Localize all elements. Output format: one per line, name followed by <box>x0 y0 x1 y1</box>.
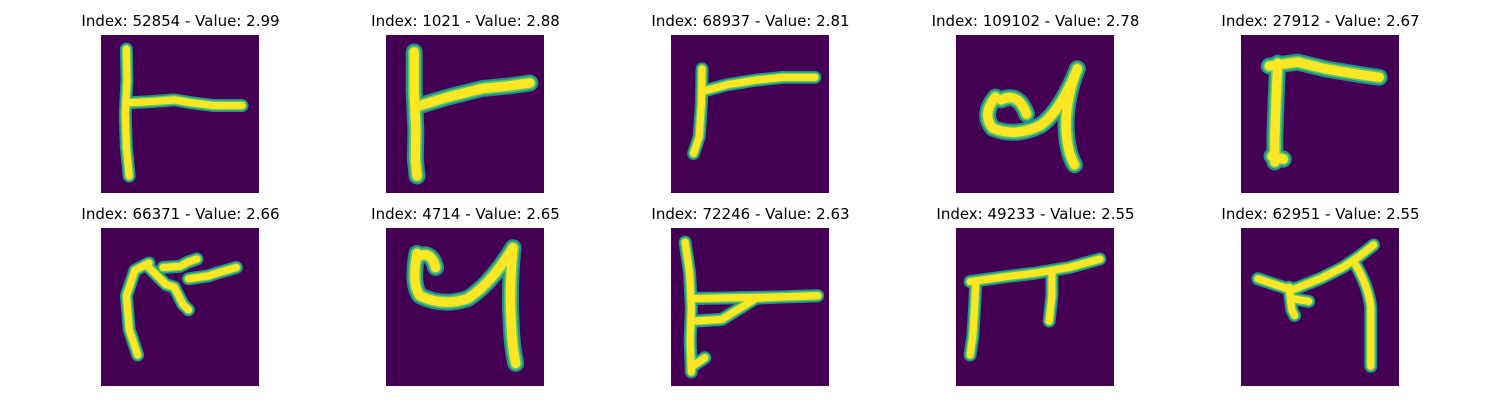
panel-5: Index: 27912 - Value: 2.67 <box>1178 0 1463 193</box>
panel-title: Index: 72246 - Value: 2.63 <box>651 205 850 223</box>
panel-title: Index: 109102 - Value: 2.78 <box>931 12 1140 30</box>
panel-6: Index: 66371 - Value: 2.66 <box>38 193 323 386</box>
panel-1: Index: 52854 - Value: 2.99 <box>38 0 323 193</box>
panel-title: Index: 27912 - Value: 2.67 <box>1221 12 1420 30</box>
digit-image <box>1241 35 1399 193</box>
panel-7: Index: 4714 - Value: 2.65 <box>323 193 608 386</box>
digit-image <box>386 35 544 193</box>
digit-image <box>101 228 259 386</box>
panel-4: Index: 109102 - Value: 2.78 <box>893 0 1178 193</box>
panel-3: Index: 68937 - Value: 2.81 <box>608 0 893 193</box>
digit-image <box>956 228 1114 386</box>
digit-image <box>671 35 829 193</box>
digit-image <box>956 35 1114 193</box>
digit-image <box>671 228 829 386</box>
panel-2: Index: 1021 - Value: 2.88 <box>323 0 608 193</box>
panel-title: Index: 66371 - Value: 2.66 <box>81 205 280 223</box>
panel-title: Index: 49233 - Value: 2.55 <box>936 205 1135 223</box>
panel-9: Index: 49233 - Value: 2.55 <box>893 193 1178 386</box>
digit-image <box>386 228 544 386</box>
panel-title: Index: 4714 - Value: 2.65 <box>371 205 560 223</box>
panel-title: Index: 62951 - Value: 2.55 <box>1221 205 1420 223</box>
panel-8: Index: 72246 - Value: 2.63 <box>608 193 893 386</box>
panel-title: Index: 68937 - Value: 2.81 <box>651 12 850 30</box>
digit-image <box>101 35 259 193</box>
panel-title: Index: 52854 - Value: 2.99 <box>81 12 280 30</box>
digit-image <box>1241 228 1399 386</box>
panel-title: Index: 1021 - Value: 2.88 <box>371 12 560 30</box>
panel-10: Index: 62951 - Value: 2.55 <box>1178 193 1463 386</box>
